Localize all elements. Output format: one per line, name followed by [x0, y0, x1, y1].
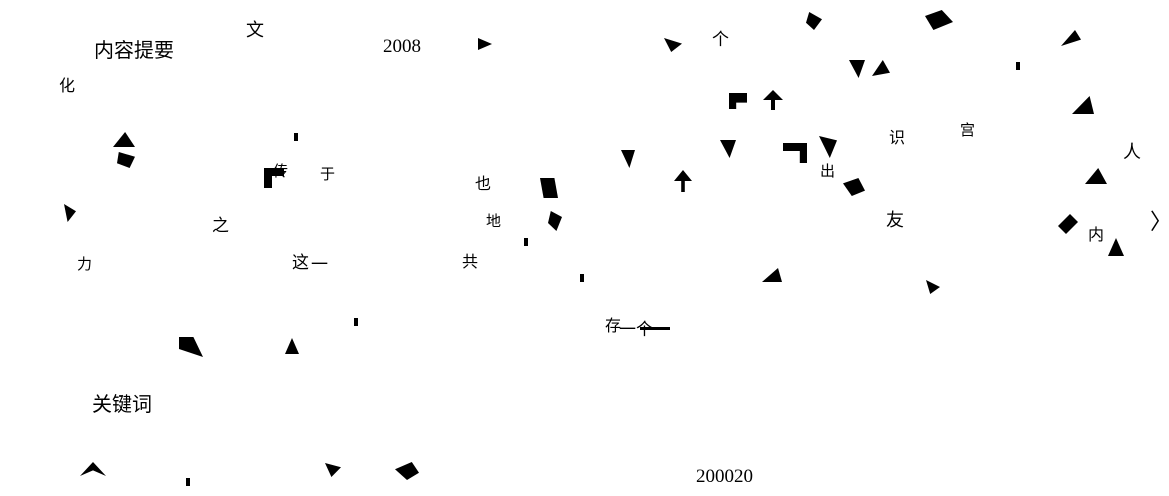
- abstract-heading: 内容提要: [94, 38, 174, 62]
- ink-blob: [926, 280, 940, 294]
- ink-blob: [819, 136, 837, 158]
- ink-blob: [621, 150, 635, 168]
- ink-blob: [294, 133, 298, 141]
- glyph-fragment: 文: [246, 20, 264, 41]
- ink-blob: [843, 178, 865, 196]
- ink-blob: [325, 463, 341, 477]
- chevron-right-icon: 〉: [1150, 212, 1169, 234]
- glyph-fragment: 地: [486, 212, 502, 230]
- ink-blob: [640, 327, 670, 330]
- ink-blob: [395, 462, 419, 480]
- glyph-fragment: 化: [59, 76, 76, 95]
- glyph-fragment: 也: [475, 174, 492, 193]
- ink-blob: [763, 90, 783, 110]
- glyph-fragment: 存: [605, 316, 622, 335]
- ink-blob: [1108, 238, 1124, 256]
- ink-blob: [548, 211, 562, 231]
- glyph-fragment: 共: [462, 252, 479, 271]
- year-number: 2008: [383, 36, 421, 57]
- glyph-fragment: 力: [77, 255, 93, 273]
- ink-blob: [729, 93, 747, 109]
- ink-blob: [674, 170, 692, 192]
- ink-blob: [478, 38, 492, 50]
- glyph-fragment: 友: [886, 210, 904, 231]
- glyph-fragment: 出: [820, 162, 836, 180]
- ink-blob: [117, 152, 135, 168]
- ink-blob: [762, 268, 782, 282]
- ink-blob: [354, 318, 358, 326]
- ink-blob: [540, 178, 558, 198]
- ink-blob: [806, 12, 822, 30]
- ink-blob: [524, 238, 528, 246]
- ink-blob: [783, 143, 807, 163]
- glyph-fragment: 于: [320, 165, 336, 183]
- glyph-fragment: 之: [212, 216, 229, 236]
- keywords-heading: 关键词: [92, 392, 152, 416]
- glyph-fragment: 一个: [619, 320, 653, 340]
- code-number: 200020: [696, 466, 753, 487]
- glyph-fragment: 个: [712, 30, 729, 50]
- ink-blob: [80, 462, 106, 476]
- ink-blob: [186, 478, 190, 486]
- glyph-fragment: 这: [292, 253, 309, 273]
- ink-blob: [179, 337, 203, 357]
- glyph-fragment: 宫: [960, 121, 976, 139]
- ink-blob: [285, 338, 299, 354]
- ink-blob: [720, 140, 736, 158]
- ink-blob: [580, 274, 584, 282]
- glyph-fragment: 一: [311, 255, 328, 275]
- ink-blob: [1016, 62, 1020, 70]
- ink-blob: [1085, 168, 1107, 184]
- ink-blob: [872, 60, 890, 76]
- ink-blob: [113, 132, 135, 147]
- ink-blob: [64, 204, 76, 222]
- ink-blob: [1058, 214, 1078, 234]
- ink-blob: [925, 10, 953, 30]
- ink-blob: [1072, 96, 1094, 114]
- ink-blob: [664, 38, 682, 52]
- ink-blob: [849, 60, 865, 78]
- glyph-fragment: 内: [1088, 225, 1105, 244]
- ink-blob: [1061, 30, 1081, 46]
- glyph-fragment: 人: [1123, 142, 1141, 163]
- glyph-fragment: 识: [889, 128, 906, 147]
